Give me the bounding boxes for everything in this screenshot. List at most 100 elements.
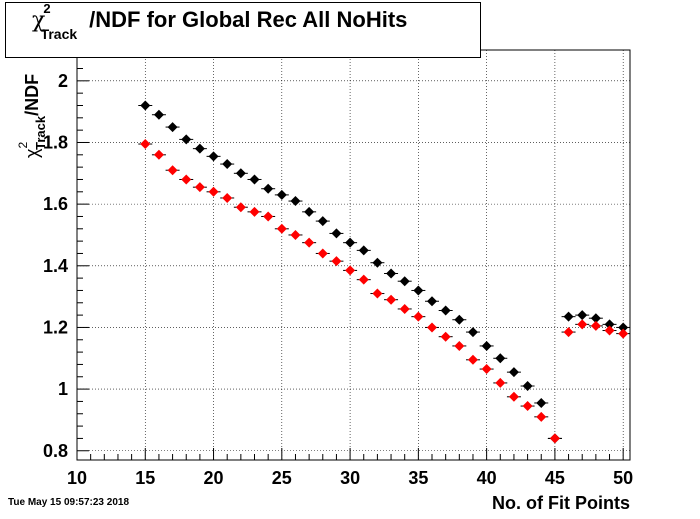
data-point: [153, 149, 164, 160]
data-point: [618, 322, 629, 333]
data-point: [194, 143, 205, 154]
data-point: [358, 245, 369, 256]
data-point: [536, 397, 547, 408]
data-point: [331, 256, 342, 267]
data-point: [467, 327, 478, 338]
x-tick-label: 50: [613, 468, 633, 488]
x-tick-label: 35: [408, 468, 428, 488]
y-axis-label-part: Track: [33, 115, 48, 150]
data-point: [317, 248, 328, 259]
data-point: [290, 196, 301, 207]
data-point: [167, 122, 178, 133]
plot-frame: [76, 49, 631, 461]
x-tick-label: 30: [340, 468, 360, 488]
y-tick-label: 1: [58, 379, 68, 399]
data-point: [427, 296, 438, 307]
data-point: [331, 228, 342, 239]
chart-title: χ2 Track/NDF for Global Rec All NoHits: [32, 1, 408, 42]
data-point: [276, 223, 287, 234]
data-point: [481, 340, 492, 351]
data-point: [290, 229, 301, 240]
data-point: [304, 237, 315, 248]
x-tick-label: 15: [135, 468, 155, 488]
data-point: [454, 314, 465, 325]
data-point: [304, 206, 315, 217]
data-point: [249, 174, 260, 185]
data-point: [536, 411, 547, 422]
data-point: [386, 294, 397, 305]
data-point: [208, 151, 219, 162]
data-point: [563, 327, 574, 338]
data-point: [481, 364, 492, 375]
data-point: [181, 134, 192, 145]
y-tick-label: 2: [58, 71, 68, 91]
x-tick-label: 40: [477, 468, 497, 488]
data-point: [399, 276, 410, 287]
y-axis-label-part: χ: [22, 148, 42, 158]
data-point: [427, 322, 438, 333]
data-point: [413, 285, 424, 296]
x-tick-label: 45: [545, 468, 565, 488]
y-axis-label: χ2 Track/NDF: [16, 74, 48, 158]
data-point: [249, 206, 260, 217]
title-superscript: 2: [43, 1, 51, 16]
data-point: [235, 168, 246, 179]
x-tick-label: 20: [204, 468, 224, 488]
data-point: [317, 216, 328, 227]
data-point: [140, 100, 151, 111]
data-point: [167, 165, 178, 176]
data-point: [508, 367, 519, 378]
data-point: [194, 182, 205, 193]
data-point: [563, 311, 574, 322]
y-axis-label-part: /NDF: [22, 74, 42, 116]
title-symbol: χ: [32, 8, 46, 33]
x-tick-label: 25: [272, 468, 292, 488]
data-point: [208, 186, 219, 197]
data-point: [386, 268, 397, 279]
x-axis-label: No. of Fit Points: [492, 493, 630, 513]
y-tick-label: 1.8: [43, 132, 68, 152]
data-point: [358, 274, 369, 285]
data-point: [140, 139, 151, 150]
data-point: [181, 174, 192, 185]
data-point: [413, 311, 424, 322]
data-point: [345, 237, 356, 248]
x-tick-label: 10: [67, 468, 87, 488]
data-point: [495, 353, 506, 364]
data-point: [153, 109, 164, 120]
data-point: [522, 381, 533, 392]
title-subscript: Track: [40, 26, 78, 42]
data-point: [222, 159, 233, 170]
y-axis-label-part: 2: [16, 142, 30, 149]
timestamp: Tue May 15 09:57:23 2018: [8, 497, 130, 508]
data-point: [440, 331, 451, 342]
y-tick-label: 1.4: [43, 256, 68, 276]
data-point: [495, 377, 506, 388]
data-point: [508, 391, 519, 402]
data-point: [222, 192, 233, 203]
data-point: [235, 202, 246, 213]
data-point: [467, 354, 478, 365]
data-point: [577, 310, 588, 321]
data-point: [372, 257, 383, 268]
data-point: [618, 328, 629, 339]
data-point: [522, 401, 533, 412]
y-tick-label: 1.6: [43, 194, 68, 214]
data-point: [590, 313, 601, 324]
title-rest: /NDF for Global Rec All NoHits: [89, 7, 408, 32]
data-point: [549, 433, 560, 444]
data-point: [590, 320, 601, 331]
data-point: [440, 305, 451, 316]
data-point: [604, 325, 615, 336]
data-point: [577, 319, 588, 330]
data-point: [372, 288, 383, 299]
data-point: [345, 265, 356, 276]
y-tick-label: 1.2: [43, 317, 68, 337]
y-tick-label: 0.8: [43, 441, 68, 461]
data-point: [604, 319, 615, 330]
title-box: χ2 Track/NDF for Global Rec All NoHits: [5, 1, 481, 58]
data-point: [263, 211, 274, 222]
data-point: [454, 340, 465, 351]
